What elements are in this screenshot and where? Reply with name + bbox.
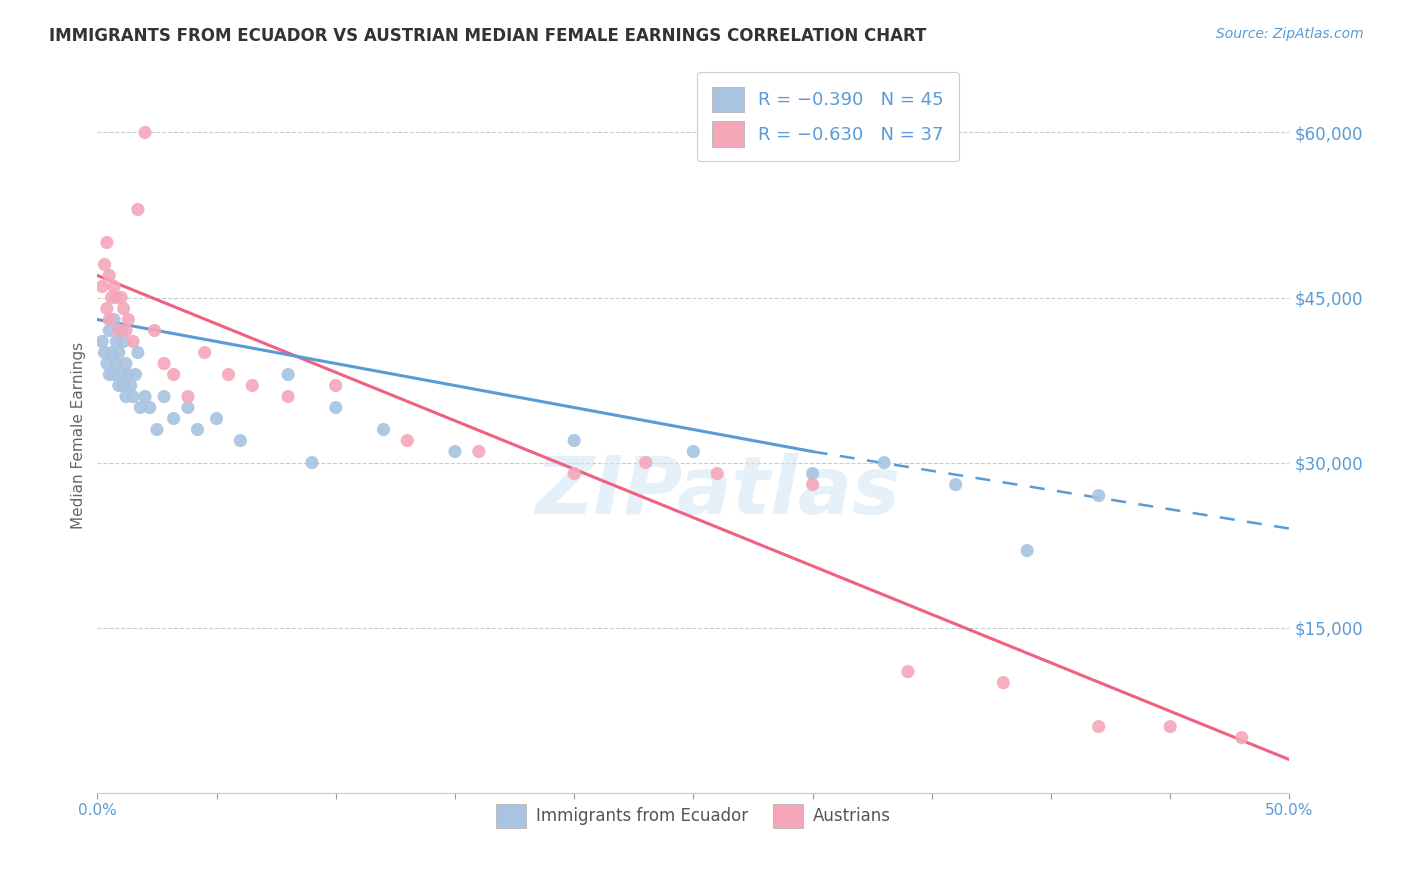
Point xyxy=(240,378,263,392)
Point xyxy=(218,368,240,382)
Point xyxy=(177,390,200,404)
Point xyxy=(103,279,125,293)
Point xyxy=(163,368,186,382)
Point xyxy=(163,411,186,425)
Point xyxy=(277,368,299,382)
Point xyxy=(98,324,121,338)
Point xyxy=(105,357,128,371)
Point xyxy=(96,235,118,250)
Point xyxy=(396,434,419,448)
Point xyxy=(115,324,138,338)
Point xyxy=(945,477,967,491)
Point xyxy=(98,312,121,326)
Point xyxy=(634,456,657,470)
Point xyxy=(115,357,138,371)
Point xyxy=(96,301,118,316)
Point xyxy=(117,312,139,326)
Point xyxy=(91,279,114,293)
Point xyxy=(124,368,146,382)
Point xyxy=(993,675,1015,690)
Point xyxy=(120,378,142,392)
Y-axis label: Median Female Earnings: Median Female Earnings xyxy=(72,342,86,529)
Point xyxy=(205,411,228,425)
Point xyxy=(562,467,585,481)
Point xyxy=(153,390,176,404)
Point xyxy=(105,334,128,349)
Point xyxy=(93,345,115,359)
Point xyxy=(110,368,132,382)
Point xyxy=(301,456,323,470)
Legend: Immigrants from Ecuador, Austrians: Immigrants from Ecuador, Austrians xyxy=(489,797,897,834)
Point xyxy=(108,345,131,359)
Point xyxy=(153,357,176,371)
Point xyxy=(277,390,299,404)
Point xyxy=(143,324,166,338)
Point xyxy=(103,312,125,326)
Point xyxy=(108,324,131,338)
Point xyxy=(139,401,162,415)
Point xyxy=(105,291,128,305)
Point xyxy=(96,357,118,371)
Point xyxy=(108,378,131,392)
Point xyxy=(801,477,824,491)
Point xyxy=(897,665,920,679)
Text: ZIPatlas: ZIPatlas xyxy=(534,453,900,532)
Point xyxy=(122,390,145,404)
Point xyxy=(325,401,347,415)
Point xyxy=(1017,543,1039,558)
Point xyxy=(801,467,824,481)
Point xyxy=(146,423,169,437)
Point xyxy=(177,401,200,415)
Point xyxy=(229,434,252,448)
Point xyxy=(122,334,145,349)
Point xyxy=(112,301,135,316)
Point xyxy=(1230,731,1253,745)
Point xyxy=(127,202,149,217)
Point xyxy=(100,345,122,359)
Point xyxy=(117,368,139,382)
Point xyxy=(468,444,491,458)
Point xyxy=(373,423,395,437)
Point xyxy=(110,324,132,338)
Point xyxy=(134,125,156,139)
Point xyxy=(706,467,728,481)
Point xyxy=(112,334,135,349)
Point xyxy=(115,390,138,404)
Point xyxy=(98,268,121,283)
Point xyxy=(127,345,149,359)
Point xyxy=(1087,720,1109,734)
Text: IMMIGRANTS FROM ECUADOR VS AUSTRIAN MEDIAN FEMALE EARNINGS CORRELATION CHART: IMMIGRANTS FROM ECUADOR VS AUSTRIAN MEDI… xyxy=(49,27,927,45)
Point xyxy=(325,378,347,392)
Point xyxy=(93,258,115,272)
Point xyxy=(98,368,121,382)
Point xyxy=(194,345,217,359)
Point xyxy=(682,444,704,458)
Point xyxy=(873,456,896,470)
Point xyxy=(129,401,152,415)
Point xyxy=(103,368,125,382)
Point xyxy=(100,291,122,305)
Point xyxy=(186,423,208,437)
Point xyxy=(110,291,132,305)
Point xyxy=(444,444,467,458)
Point xyxy=(134,390,156,404)
Text: Source: ZipAtlas.com: Source: ZipAtlas.com xyxy=(1216,27,1364,41)
Point xyxy=(91,334,114,349)
Point xyxy=(1159,720,1181,734)
Point xyxy=(1087,489,1109,503)
Point xyxy=(562,434,585,448)
Point xyxy=(112,378,135,392)
